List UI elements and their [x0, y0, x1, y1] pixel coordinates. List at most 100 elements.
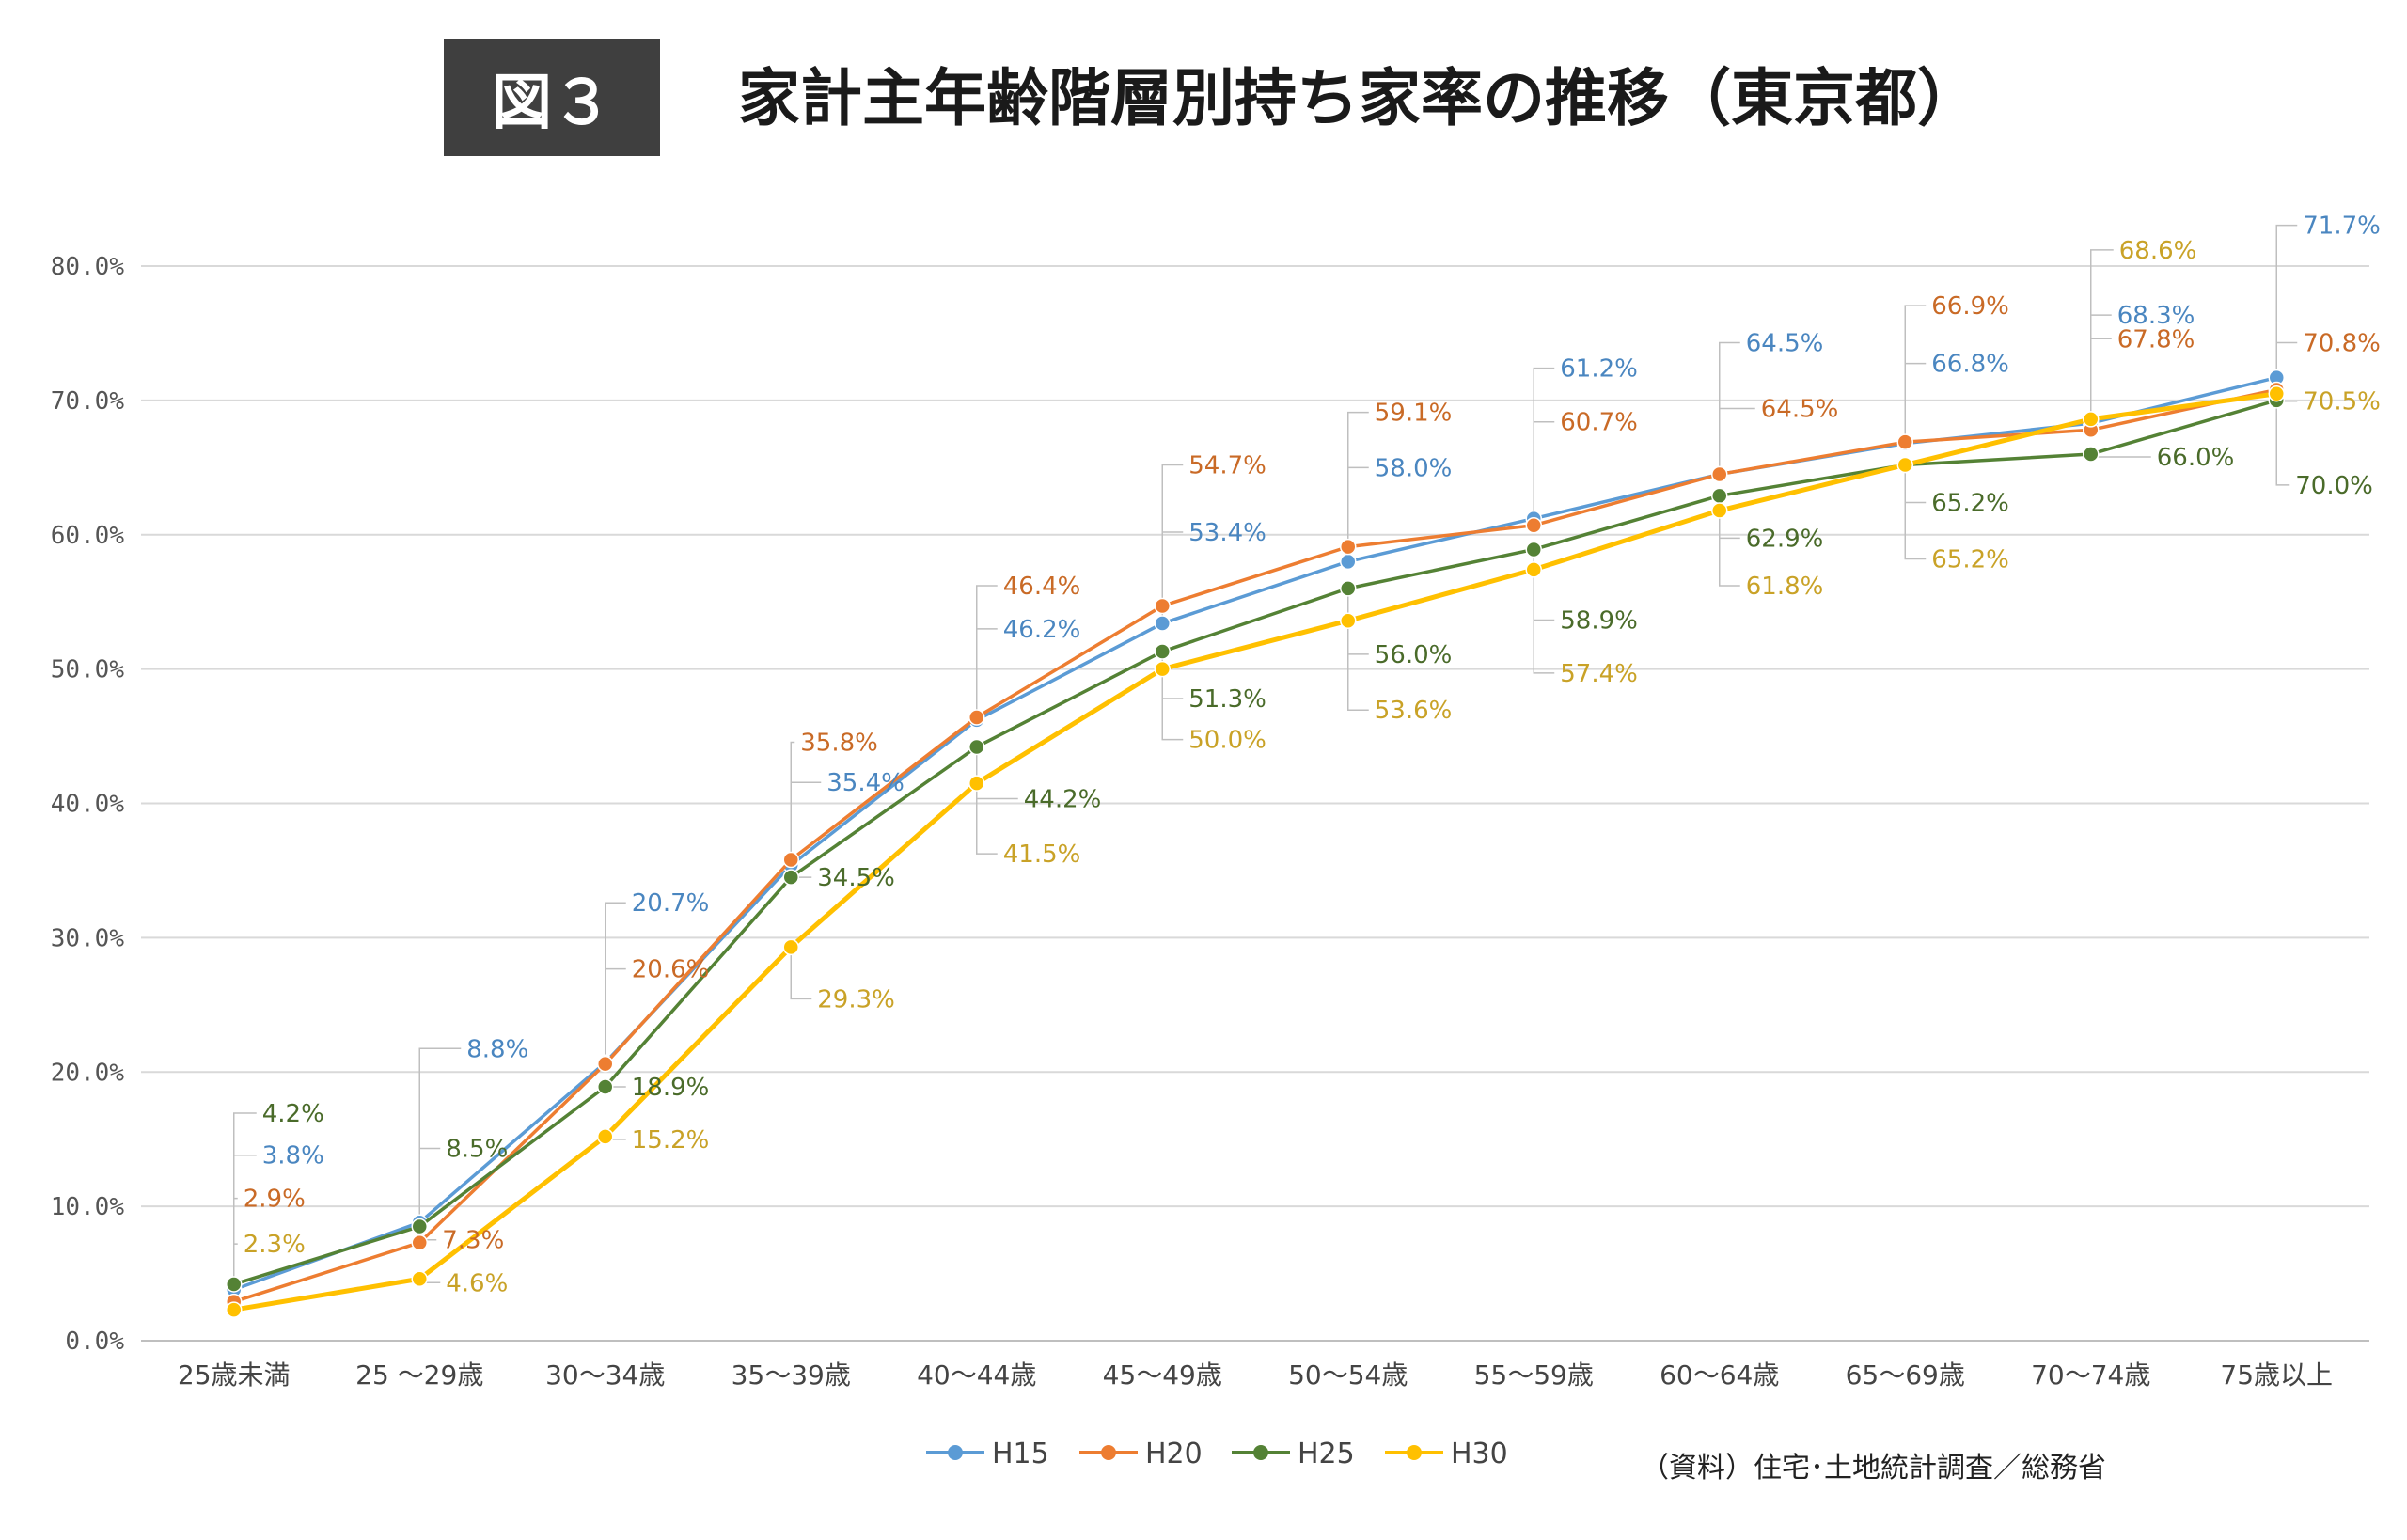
data-label-h30: 70.5% — [2303, 388, 2381, 416]
leader-line — [418, 1147, 441, 1227]
series-lines — [226, 369, 2285, 1318]
data-label-h15: 58.0% — [1375, 454, 1453, 482]
data-label-h30: 57.4% — [1560, 660, 1638, 688]
data-point-h30 — [411, 1270, 428, 1288]
data-point-h20 — [1340, 538, 1357, 556]
data-label-h20: 7.3% — [442, 1227, 504, 1255]
data-label-h20: 64.5% — [1761, 395, 1839, 423]
data-point-h30 — [1340, 612, 1357, 629]
x-category-label: 40～44歳 — [917, 1359, 1036, 1391]
data-label-h30: 53.6% — [1375, 697, 1453, 725]
data-label-h30: 68.6% — [2119, 237, 2197, 265]
data-label-h25: 56.0% — [1375, 641, 1453, 669]
data-label-h20: 54.7% — [1188, 451, 1266, 479]
data-label-h30: 29.3% — [817, 985, 895, 1014]
data-point-h20 — [1154, 597, 1171, 615]
leader-line — [605, 967, 626, 1064]
legend: H15 H20 H25 H30 — [926, 1438, 1508, 1470]
leader-line — [976, 585, 998, 718]
data-label-h15: 8.8% — [466, 1035, 528, 1063]
leader-line — [1904, 305, 1927, 443]
y-tick-label: 60.0% — [51, 522, 125, 550]
data-point-h25 — [597, 1078, 614, 1095]
data-label-h25: 66.0% — [2157, 444, 2235, 472]
data-label-h15: 61.2% — [1560, 355, 1638, 384]
x-category-label: 25 ～29歳 — [355, 1359, 483, 1391]
leader-line — [2090, 249, 2114, 419]
legend-label-h20: H20 — [1145, 1438, 1203, 1470]
data-point-h30 — [226, 1301, 243, 1318]
figure-number-badge: 図３ — [444, 39, 660, 156]
data-point-h30 — [1154, 660, 1171, 678]
legend-label-h25: H25 — [1298, 1438, 1355, 1470]
data-label-h25: 51.3% — [1188, 685, 1266, 714]
x-category-label: 65～69歳 — [1846, 1359, 1965, 1391]
legend-swatch-marker — [948, 1445, 963, 1460]
data-point-h20 — [1711, 465, 1728, 483]
data-point-h20 — [411, 1234, 428, 1251]
x-category-label: 45～49歳 — [1103, 1359, 1222, 1391]
x-category-label: 50～54歳 — [1288, 1359, 1408, 1391]
data-label-h15: 46.2% — [1003, 616, 1081, 644]
data-label-h30: 41.5% — [1003, 841, 1081, 869]
leader-line — [1161, 668, 1184, 741]
data-label-h15: 53.4% — [1188, 519, 1266, 547]
data-point-h30 — [1896, 456, 1913, 474]
legend-label-h30: H30 — [1451, 1438, 1508, 1470]
leader-line — [1533, 569, 1555, 674]
data-label-h30: 65.2% — [1931, 545, 2009, 574]
data-label-h20: 46.4% — [1003, 573, 1081, 601]
data-label-h30: 15.2% — [632, 1126, 710, 1155]
x-axis-categories: 25歳未満 25 ～29歳 30～34歳 35～39歳 40～44歳 45～49歳 50～5… — [178, 1359, 2333, 1391]
leader-line — [976, 783, 998, 855]
data-label-h30: 50.0% — [1188, 727, 1266, 755]
data-point-h15 — [1340, 553, 1357, 571]
leader-line — [605, 902, 626, 1063]
x-category-label: 55～59歳 — [1474, 1359, 1594, 1391]
data-point-h30 — [597, 1128, 614, 1145]
data-label-h15: 68.3% — [2117, 302, 2195, 330]
leader-line — [1904, 362, 1927, 444]
y-tick-label: 70.0% — [51, 387, 125, 416]
grid-lines — [141, 265, 2369, 1342]
leader-line — [1533, 420, 1555, 526]
data-label-h25: 65.2% — [1931, 489, 2009, 517]
data-label-h25: 18.9% — [632, 1074, 710, 1102]
y-tick-label: 30.0% — [51, 924, 125, 952]
data-point-h25 — [1711, 487, 1728, 505]
leader-line — [2275, 400, 2290, 486]
data-label-h15: 35.4% — [826, 769, 905, 797]
data-label-h30: 4.6% — [446, 1269, 508, 1297]
data-point-h25 — [1154, 643, 1171, 660]
data-point-h15 — [1154, 615, 1171, 632]
y-tick-label: 80.0% — [51, 253, 125, 281]
y-tick-label: 10.0% — [51, 1193, 125, 1221]
leader-line — [1161, 464, 1184, 606]
y-tick-label: 0.0% — [65, 1328, 124, 1356]
data-point-h20 — [782, 851, 799, 869]
leader-line — [1533, 367, 1555, 519]
leader-line — [1347, 621, 1369, 711]
data-label-h20: 2.9% — [244, 1186, 306, 1214]
x-category-label: 70～74歳 — [2031, 1359, 2150, 1391]
chart-title: 家計主年齢階層別持ち家率の推移（東京都） — [738, 62, 1979, 134]
data-point-h20 — [1896, 433, 1913, 450]
data-label-h25: 58.9% — [1560, 606, 1638, 635]
data-point-h20 — [1525, 516, 1542, 534]
data-label-h25: 44.2% — [1024, 785, 1102, 813]
data-point-h25 — [1340, 580, 1357, 597]
series-line-h30 — [233, 391, 2277, 1312]
leader-line — [233, 1154, 257, 1290]
data-label-h20: 59.1% — [1375, 400, 1453, 428]
data-label-h15: 71.7% — [2303, 212, 2381, 241]
leader-line — [2275, 224, 2298, 378]
data-point-h20 — [597, 1055, 614, 1073]
x-category-label: 30～34歳 — [545, 1359, 665, 1391]
legend-swatch-marker — [1407, 1445, 1422, 1460]
data-label-h30: 2.3% — [244, 1231, 306, 1259]
data-label-h15: 3.8% — [262, 1142, 324, 1171]
y-tick-label: 20.0% — [51, 1059, 125, 1087]
leader-line — [790, 947, 812, 1000]
data-label-h30: 61.8% — [1746, 573, 1824, 601]
